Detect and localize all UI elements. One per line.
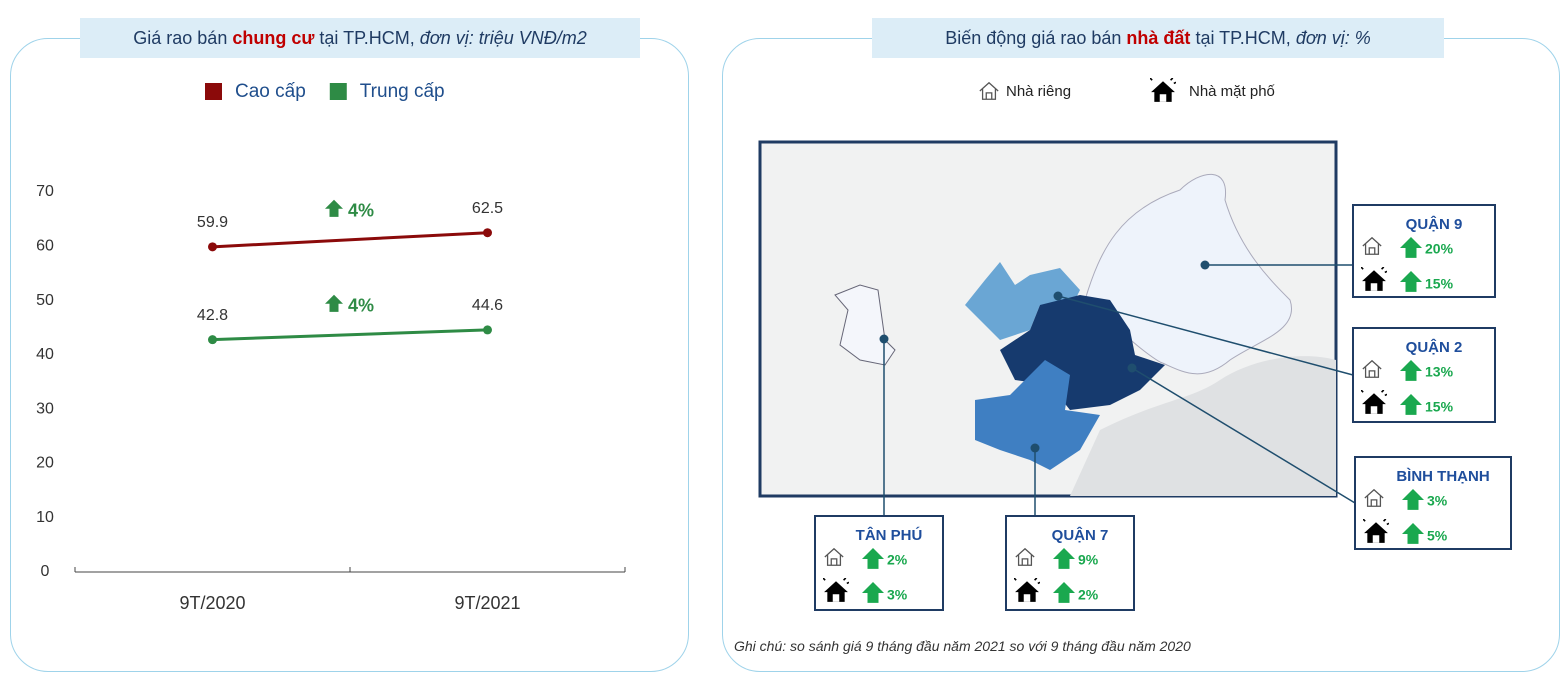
up-arrow (1402, 523, 1424, 544)
district-q9 (1084, 173, 1293, 375)
change-value: 15% (1425, 399, 1454, 415)
right-title: Biến động giá rao bán nhà đất tại TP.HCM… (872, 18, 1444, 58)
change-value: 20% (1425, 241, 1454, 257)
change-value: 15% (1425, 276, 1454, 292)
title-part: Giá rao bán (133, 28, 228, 48)
change-value: 13% (1425, 364, 1454, 380)
y-tick-label: 20 (36, 455, 54, 472)
data-label: 44.6 (472, 297, 503, 314)
legend-label: Nhà mặt phố (1189, 83, 1276, 100)
legend-label: Trung cấp (360, 81, 445, 102)
district-q7 (975, 360, 1100, 470)
point (483, 325, 492, 335)
point (208, 335, 217, 345)
title-highlight: nhà đất (1126, 28, 1191, 48)
up-arrow (1400, 394, 1422, 415)
point (483, 228, 492, 238)
title-part: tại TP.HCM, (319, 28, 415, 48)
district-dot (1127, 363, 1137, 373)
district-dot (1053, 291, 1063, 301)
up-arrow (1402, 489, 1424, 510)
legend-label: Cao cấp (235, 81, 306, 102)
change-value: 2% (1078, 587, 1099, 603)
annotation: 4% (348, 296, 374, 316)
point (208, 242, 217, 252)
legend-label: Nhà riêng (1006, 83, 1071, 100)
leader-line (1131, 367, 1356, 504)
change-value: 9% (1078, 552, 1099, 568)
shop-icon (1150, 78, 1176, 103)
data-label: 62.5 (472, 200, 503, 217)
x-tick-label: 9T/2021 (454, 593, 520, 613)
legend-swatch (205, 83, 222, 100)
up-arrow (862, 548, 884, 569)
up-arrow (1400, 271, 1422, 292)
y-tick-label: 60 (36, 238, 54, 255)
series-line (212, 328, 488, 342)
district-name: QUẬN 2 (1406, 338, 1463, 356)
district-name: QUẬN 9 (1406, 215, 1463, 233)
title-unit: đơn vị: % (1295, 28, 1371, 48)
up-arrow (325, 199, 343, 217)
district-dot (879, 334, 889, 344)
up-arrow (862, 582, 884, 603)
y-tick-label: 50 (36, 292, 54, 309)
leader-line (1057, 295, 1354, 376)
district-q2 (965, 262, 1080, 340)
map (758, 140, 1338, 498)
district-dot (1030, 443, 1040, 453)
up-arrow (325, 294, 343, 312)
data-label: 42.8 (197, 307, 228, 324)
up-arrow (1053, 582, 1075, 603)
map-river (1070, 356, 1336, 496)
legend-swatch (329, 83, 347, 100)
data-label: 59.9 (197, 214, 228, 231)
note: Ghi chú: so sánh giá 9 tháng đầu năm 202… (734, 638, 1191, 654)
district-dot (1200, 260, 1210, 270)
change-value: 2% (887, 552, 908, 568)
district-tp (834, 284, 896, 366)
change-value: 3% (1427, 493, 1448, 509)
title-part: tại TP.HCM, (1195, 28, 1291, 48)
title-part: Biến động giá rao bán (945, 28, 1122, 48)
change-value: 3% (887, 587, 908, 603)
up-arrow (1053, 548, 1075, 569)
series-line (212, 231, 488, 249)
house-icon (979, 82, 999, 100)
y-tick-label: 30 (36, 400, 54, 417)
district-name: QUẬN 7 (1052, 526, 1109, 544)
y-tick-label: 70 (36, 183, 54, 200)
annotation: 4% (348, 201, 374, 221)
y-tick-label: 10 (36, 509, 54, 526)
district-name: BÌNH THẠNH (1396, 468, 1489, 485)
up-arrow (1400, 237, 1422, 258)
left-title: Giá rao bán chung cư tại TP.HCM, đơn vị:… (80, 18, 640, 58)
up-arrow (1400, 360, 1422, 381)
y-tick-label: 0 (41, 563, 50, 580)
title-highlight: chung cư (232, 28, 315, 48)
x-tick-label: 9T/2020 (179, 593, 245, 613)
district-name: TÂN PHÚ (856, 526, 923, 544)
y-tick-label: 40 (36, 346, 54, 363)
change-value: 5% (1427, 528, 1448, 544)
title-unit: đơn vị: triệu VNĐ/m2 (419, 28, 587, 48)
